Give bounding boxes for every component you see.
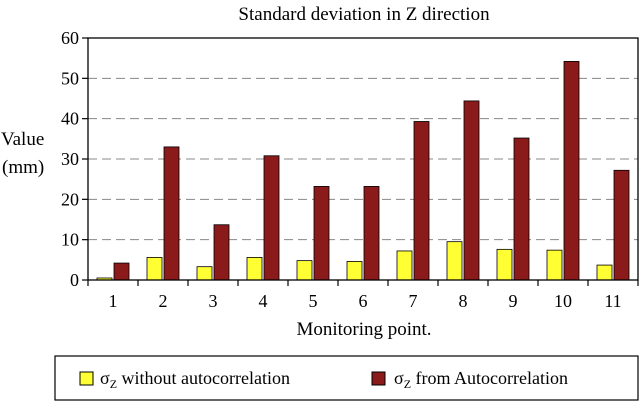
bar-series-1-point-4 (246, 257, 263, 281)
gridlines (88, 77, 638, 241)
bar-series-2-point-11 (613, 169, 630, 281)
legend-swatch-series-1 (79, 371, 94, 386)
x-tick-label: 4 (259, 291, 268, 311)
x-axis-label: Monitoring point. (296, 319, 431, 340)
legend-label-series-2: σZ from Autocorrelation (394, 368, 568, 391)
bar-series-2-point-2 (163, 146, 180, 281)
axes (87, 37, 639, 281)
bar-series-2-point-9 (513, 137, 530, 281)
legend-label-series-1: σZ without autocorrelation (100, 368, 290, 391)
y-axis-ticks: 0 10 20 30 40 50 60 (61, 28, 88, 290)
legend-box (54, 355, 639, 401)
x-tick-label: 7 (409, 291, 418, 311)
y-tick-label: 0 (70, 270, 79, 290)
bar-series-2-point-8 (463, 100, 480, 281)
y-tick-label: 40 (61, 109, 79, 129)
bar-series-2-point-6 (363, 186, 380, 281)
x-tick-label: 2 (159, 291, 168, 311)
x-tick-label: 8 (459, 291, 468, 311)
bar-series-1-point-3 (196, 266, 213, 281)
y-tick-label: 60 (61, 28, 79, 48)
bar-series-1-point-10 (546, 249, 563, 281)
y-tick-label: 10 (61, 230, 79, 250)
bar-series-1-point-11 (596, 264, 613, 281)
x-tick-label: 5 (309, 291, 318, 311)
bar-series-1-point-6 (346, 261, 363, 281)
legend: σZ without autocorrelation σZ from Autoc… (54, 355, 639, 401)
y-tick-label: 30 (61, 149, 79, 169)
x-tick-label: 6 (359, 291, 368, 311)
bar-series-1-point-7 (396, 250, 413, 281)
bar-series-1-point-8 (446, 241, 463, 281)
y-tick-label: 50 (61, 68, 79, 88)
x-tick-label: 11 (604, 291, 621, 311)
bar-series-1-point-9 (496, 248, 513, 281)
chart-title: Standard deviation in Z direction (238, 4, 490, 25)
bar-series-2-point-4 (263, 155, 280, 281)
plot-frame (87, 37, 639, 281)
legend-swatch-series-2 (371, 371, 386, 386)
bar-series-2-point-3 (213, 224, 230, 281)
y-axis-label-line-2: (mm) (2, 157, 44, 178)
y-tick-label: 20 (61, 189, 79, 209)
bar-series-2-point-5 (313, 186, 330, 281)
x-axis-ticks: 1 2 3 4 5 6 7 8 9 10 11 (87, 280, 639, 311)
bar-series-2-point-10 (563, 60, 580, 281)
x-tick-label: 1 (109, 291, 118, 311)
x-tick-label: 9 (509, 291, 518, 311)
x-tick-label: 3 (209, 291, 218, 311)
x-tick-label: 10 (554, 291, 572, 311)
y-axis-label-line-1: Value (1, 129, 44, 150)
bar-series-2-point-7 (413, 121, 430, 281)
bar-series-2-point-1 (113, 262, 130, 281)
bar-series-1-point-5 (296, 260, 313, 281)
bar-series-1-point-2 (146, 257, 163, 281)
bars (96, 60, 630, 281)
